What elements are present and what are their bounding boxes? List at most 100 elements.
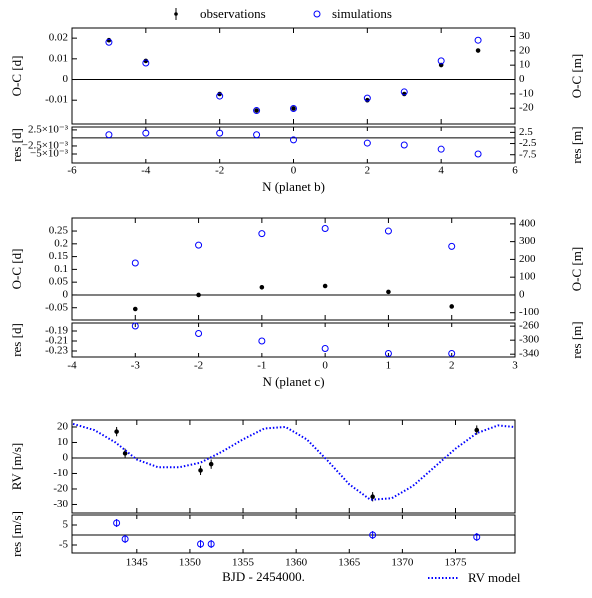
legend-marker — [313, 10, 321, 18]
x-tick-label: 2 — [449, 360, 455, 372]
data-point — [196, 292, 201, 298]
y-tick-label: 30 — [519, 30, 531, 42]
y-axis-label: res [m] — [569, 126, 584, 163]
data-point — [258, 230, 266, 238]
top-legend: observations simulations — [174, 6, 392, 21]
data-point — [105, 38, 113, 46]
x-tick-label: 1370 — [391, 557, 414, 569]
y-tick-label: -340 — [519, 348, 540, 360]
y-tick-label: 400 — [519, 217, 536, 229]
y-tick-label: 0 — [63, 452, 69, 464]
y-tick-label: 0 — [63, 288, 69, 300]
y-tick-label: -100 — [519, 306, 540, 318]
data-point — [113, 519, 121, 527]
data-point — [258, 337, 266, 345]
plot-frame — [71, 126, 516, 164]
y-tick-label: -20 — [53, 483, 68, 495]
legend-marker — [174, 12, 178, 16]
data-point — [400, 88, 408, 96]
data-point — [131, 322, 139, 330]
y-tick-label: -0.21 — [45, 335, 68, 347]
x-tick-label: -1 — [257, 360, 266, 372]
y-tick-label: 0.01 — [49, 52, 68, 64]
x-tick-label: 6 — [512, 165, 518, 177]
y-tick-label: 0 — [63, 73, 69, 85]
y-tick-label: 20 — [519, 44, 531, 56]
y-tick-label: 200 — [519, 253, 536, 265]
y-tick-label: 0 — [519, 73, 525, 85]
data-point — [437, 145, 445, 153]
y-axis-label: O-C [m] — [569, 247, 584, 291]
y-tick-label: −2.5×10⁻³ — [22, 139, 69, 151]
x-axis-label: N (planet c) — [262, 374, 324, 389]
data-point — [198, 468, 203, 473]
data-point — [474, 427, 480, 433]
y-tick-label: 0.25 — [49, 225, 69, 237]
data-point — [369, 531, 377, 539]
data-point — [474, 36, 482, 44]
y-tick-label: -10 — [519, 87, 534, 99]
data-point — [475, 48, 481, 53]
y-tick-label: 20 — [57, 421, 69, 433]
x-tick-label: -4 — [141, 165, 151, 177]
x-tick-label: 1375 — [445, 557, 468, 569]
x-tick-label: -2 — [215, 165, 224, 177]
x-tick-label: -4 — [67, 360, 77, 372]
x-tick-label: 3 — [512, 360, 518, 372]
y-tick-label: -0.19 — [45, 325, 68, 337]
y-axis-label: res [m] — [569, 321, 584, 358]
y-tick-label: 0 — [519, 288, 525, 300]
x-tick-label: 1360 — [285, 557, 308, 569]
y-tick-label: 0.1 — [54, 263, 68, 275]
y-axis-label: RV [m/s] — [9, 443, 24, 490]
y-tick-label: 2.5×10⁻³ — [28, 123, 69, 135]
x-tick-label: 2 — [365, 165, 371, 177]
data-point — [195, 241, 203, 249]
x-tick-label: -2 — [194, 360, 203, 372]
data-point — [253, 107, 261, 115]
x-tick-label: -3 — [131, 360, 141, 372]
data-point — [216, 129, 224, 137]
data-point — [132, 306, 138, 312]
legend-label: RV model — [468, 570, 521, 585]
x-tick-label: -6 — [67, 165, 77, 177]
data-point — [473, 533, 481, 541]
model-line — [72, 422, 515, 501]
data-point — [437, 57, 445, 65]
data-point — [363, 94, 371, 102]
x-tick-label: 0 — [322, 360, 328, 372]
data-point — [290, 136, 297, 144]
data-point — [114, 429, 119, 434]
y-tick-label: 10 — [57, 436, 69, 448]
data-point — [142, 129, 150, 137]
data-point — [400, 141, 408, 149]
legend-label: simulations — [332, 6, 392, 21]
y-tick-label: 5 — [63, 519, 69, 531]
plot-frame — [71, 322, 516, 358]
data-point — [321, 345, 329, 352]
data-point — [142, 59, 150, 67]
x-tick-label: 1 — [386, 360, 392, 372]
y-tick-label: -0.05 — [45, 301, 68, 313]
y-tick-label: 10 — [519, 59, 531, 71]
y-tick-label: 0.15 — [49, 250, 69, 262]
y-tick-label: -260 — [519, 320, 540, 332]
data-point — [195, 330, 203, 337]
data-point — [449, 304, 455, 309]
y-tick-label: -300 — [519, 334, 540, 346]
y-axis-label: res [m/s] — [9, 511, 24, 557]
y-tick-label: 0.2 — [54, 237, 68, 249]
data-point — [321, 224, 329, 232]
data-point — [474, 150, 482, 158]
y-tick-label: 0.05 — [49, 276, 69, 288]
x-tick-label: 1365 — [338, 557, 361, 569]
y-axis-label: O-C [m] — [569, 54, 584, 98]
data-point — [121, 535, 129, 543]
y-tick-label: 2.5 — [519, 126, 533, 138]
data-point — [384, 350, 392, 357]
data-point — [448, 350, 456, 357]
data-point — [363, 139, 371, 147]
y-tick-label: 0.02 — [49, 32, 68, 44]
data-point — [384, 227, 392, 235]
x-axis-label: N (planet b) — [262, 179, 325, 194]
